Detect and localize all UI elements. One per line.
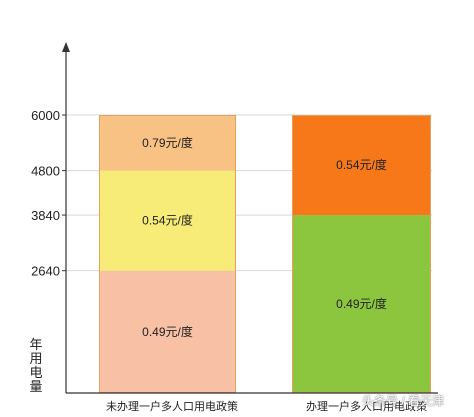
y-axis-label: 年用电量 xyxy=(29,337,43,394)
y-tick-label: 6000 xyxy=(31,108,60,123)
segment-label: 0.49元/度 xyxy=(142,324,193,339)
y-tick-label: 2640 xyxy=(31,264,60,279)
y-tick-label: 4800 xyxy=(31,164,60,179)
bar-segment xyxy=(292,215,431,393)
bar-segment xyxy=(99,270,236,393)
bar-segment xyxy=(292,115,431,216)
bar-segment xyxy=(99,115,236,171)
segment-label: 0.54元/度 xyxy=(142,213,193,228)
x-category-label: 未办理一户多人口用电政策 xyxy=(106,401,238,413)
segment-label: 0.54元/度 xyxy=(336,157,387,172)
x-category-label: 办理一户多人口用电政策 xyxy=(306,401,427,413)
y-tick-label: 3840 xyxy=(31,208,60,223)
segment-label: 0.79元/度 xyxy=(142,135,193,150)
bar-segment xyxy=(99,170,236,271)
segment-label: 0.49元/度 xyxy=(336,296,387,311)
y-axis-arrow xyxy=(62,42,70,52)
watermark-text: 头条号 / 看天津 xyxy=(362,394,445,408)
